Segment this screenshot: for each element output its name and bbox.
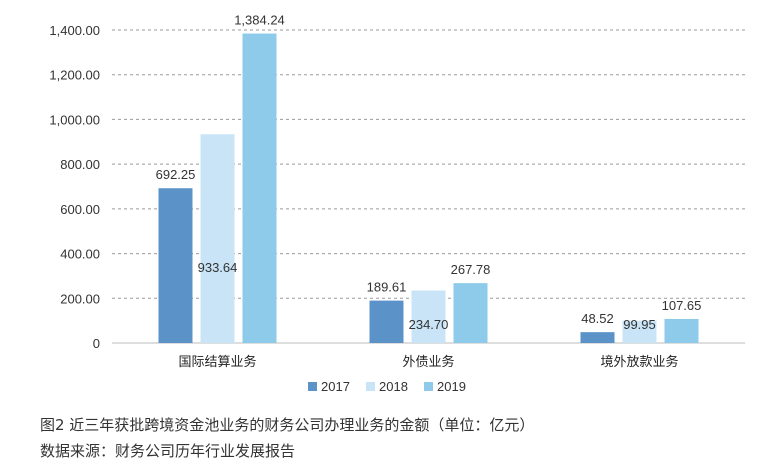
data-label: 48.52 bbox=[581, 311, 614, 326]
bar-2018 bbox=[411, 290, 446, 343]
legend-swatch bbox=[366, 382, 375, 391]
data-label: 107.65 bbox=[662, 298, 702, 313]
data-label: 234.70 bbox=[409, 317, 449, 332]
data-label: 267.78 bbox=[451, 262, 491, 277]
legend-swatch bbox=[424, 382, 433, 391]
y-axis-ticks: 0 200.00 400.00 600.00 800.00 1,000.00 1,200.0… bbox=[49, 23, 100, 351]
x-tick-label: 国际结算业务 bbox=[178, 354, 256, 370]
data-label: 99.95 bbox=[623, 317, 656, 332]
y-tick-label: 800.00 bbox=[60, 157, 100, 172]
x-axis-ticks: 国际结算业务 外债业务 境外放款业务 bbox=[178, 354, 678, 370]
legend-label: 2018 bbox=[379, 379, 408, 394]
legend-label: 2017 bbox=[321, 379, 350, 394]
bar-2017 bbox=[158, 188, 193, 343]
y-tick-label: 1,200.00 bbox=[49, 68, 100, 83]
data-label: 933.64 bbox=[198, 260, 238, 275]
bar-chart: 0 200.00 400.00 600.00 800.00 1,000.00 1,200.0… bbox=[49, 13, 745, 394]
y-tick-label: 1,400.00 bbox=[49, 23, 100, 38]
y-tick-label: 1,000.00 bbox=[49, 112, 100, 127]
legend-swatch bbox=[308, 382, 317, 391]
bar-2017 bbox=[369, 300, 404, 343]
data-label: 1,384.24 bbox=[234, 13, 285, 28]
bar-2019 bbox=[242, 33, 277, 343]
y-tick-label: 400.00 bbox=[60, 247, 100, 262]
bar-2019 bbox=[453, 283, 488, 343]
y-tick-label: 0 bbox=[93, 336, 100, 351]
figure-caption: 图2 近三年获批跨境资金池业务的财务公司办理业务的金额（单位：亿元） bbox=[40, 416, 535, 434]
y-tick-label: 200.00 bbox=[60, 291, 100, 306]
data-label: 692.25 bbox=[156, 167, 196, 182]
y-tick-label: 600.00 bbox=[60, 202, 100, 217]
bars bbox=[158, 33, 699, 343]
bar-2018 bbox=[200, 134, 235, 343]
bar-2018 bbox=[622, 320, 657, 343]
legend-label: 2019 bbox=[437, 379, 466, 394]
source-note: 数据来源：财务公司历年行业发展报告 bbox=[40, 442, 296, 460]
data-label: 189.61 bbox=[367, 280, 407, 295]
bar-2017 bbox=[580, 332, 615, 343]
x-tick-label: 境外放款业务 bbox=[600, 354, 678, 370]
legend: 2017 2018 2019 bbox=[308, 379, 466, 394]
x-tick-label: 外债业务 bbox=[402, 354, 454, 370]
bar-2019 bbox=[664, 318, 699, 343]
data-labels: 692.25 933.64 1,384.24 189.61 234.70 267.78 48… bbox=[156, 13, 702, 332]
